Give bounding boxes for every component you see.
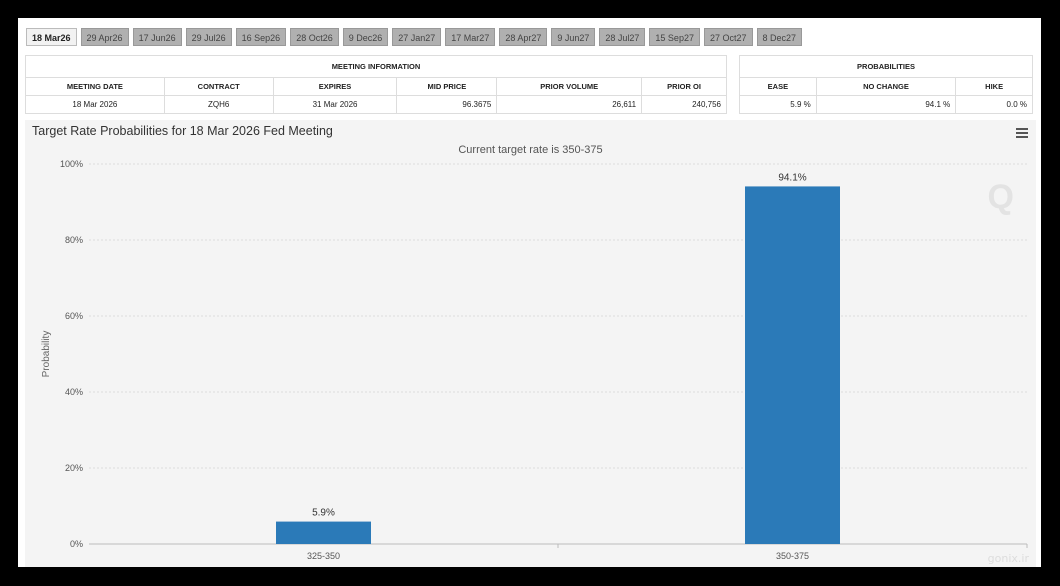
probabilities-table: PROBABILITIES EASE NO CHANGE HIKE 5.9 % … — [739, 55, 1033, 114]
tab-meeting-9[interactable]: 28 Apr27 — [499, 28, 548, 46]
y-axis-title: Probability — [41, 331, 52, 378]
chart-menu-icon[interactable] — [1016, 128, 1028, 138]
meeting-tabs: 18 Mar26 29 Apr26 17 Jun26 29 Jul26 16 Sep26… — [26, 28, 803, 46]
tab-meeting-11[interactable]: 28 Jul27 — [599, 28, 646, 46]
header-no-change: NO CHANGE — [815, 77, 957, 96]
cell-meeting-date: 18 Mar 2026 — [25, 95, 165, 114]
y-tick-label: 80% — [65, 235, 83, 245]
tab-meeting-8[interactable]: 17 Mar27 — [445, 28, 496, 46]
page-frame: 18 Mar26 29 Apr26 17 Jun26 29 Jul26 16 Sep26… — [18, 18, 1041, 567]
cell-ease: 5.9 % — [739, 95, 817, 114]
tab-meeting-0[interactable]: 18 Mar26 — [26, 28, 77, 46]
cell-contract: ZQH6 — [163, 95, 274, 114]
cell-no-change: 94.1 % — [815, 95, 957, 114]
tab-meeting-13[interactable]: 27 Oct27 — [703, 28, 753, 46]
data-label: 94.1% — [778, 172, 806, 183]
header-prior-oi: PRIOR OI — [641, 77, 727, 96]
cell-prior-oi: 240,756 — [641, 95, 727, 114]
chart-subtitle: Current target rate is 350-375 — [458, 144, 603, 156]
tab-meeting-3[interactable]: 29 Jul26 — [185, 28, 232, 46]
cell-mid-price: 96.3675 — [396, 95, 498, 114]
header-contract: CONTRACT — [163, 77, 274, 96]
tab-meeting-1[interactable]: 29 Apr26 — [80, 28, 129, 46]
data-label: 5.9% — [312, 508, 335, 519]
probabilities-caption: PROBABILITIES — [739, 55, 1033, 78]
header-expires: EXPIRES — [272, 77, 398, 96]
y-tick-label: 40% — [65, 387, 83, 397]
footer-watermark: gonix.ir — [987, 552, 1029, 565]
header-prior-volume: PRIOR VOLUME — [496, 77, 643, 96]
tab-meeting-5[interactable]: 28 Oct26 — [290, 28, 339, 46]
header-ease: EASE — [739, 77, 817, 96]
y-tick-label: 100% — [60, 159, 83, 169]
header-meeting-date: MEETING DATE — [25, 77, 165, 96]
chart-plot: 0% 20% 40% 60% 80% 100% Probability 5.9% 325-350… — [41, 159, 1028, 561]
tab-meeting-2[interactable]: 17 Jun26 — [132, 28, 182, 46]
tab-meeting-10[interactable]: 9 Jun27 — [551, 28, 596, 46]
y-tick-label: 0% — [70, 539, 83, 549]
tab-meeting-7[interactable]: 27 Jan27 — [392, 28, 442, 46]
bar-325-350 — [276, 521, 371, 544]
x-tick-label: 325-350 — [307, 551, 340, 561]
meeting-info-caption: MEETING INFORMATION — [25, 55, 727, 78]
cell-hike: 0.0 % — [955, 95, 1033, 114]
tab-meeting-4[interactable]: 16 Sep26 — [235, 28, 287, 46]
y-tick-label: 20% — [65, 463, 83, 473]
watermark-logo: Q — [987, 178, 1014, 216]
tab-meeting-6[interactable]: 9 Dec26 — [342, 28, 389, 46]
probability-chart: Target Rate Probabilities for 18 Mar 202… — [25, 120, 1036, 567]
header-mid-price: MID PRICE — [396, 77, 498, 96]
cell-expires: 31 Mar 2026 — [272, 95, 398, 114]
x-tick-label: 350-375 — [776, 551, 809, 561]
tab-meeting-12[interactable]: 15 Sep27 — [649, 28, 700, 46]
bar-350-375 — [745, 186, 840, 545]
meeting-info-table: MEETING INFORMATION MEETING DATE CONTRAC… — [25, 55, 727, 114]
y-tick-label: 60% — [65, 311, 83, 321]
tab-meeting-14[interactable]: 8 Dec27 — [756, 28, 803, 46]
cell-prior-volume: 26,611 — [496, 95, 643, 114]
header-hike: HIKE — [955, 77, 1033, 96]
chart-title: Target Rate Probabilities for 18 Mar 202… — [32, 124, 333, 138]
